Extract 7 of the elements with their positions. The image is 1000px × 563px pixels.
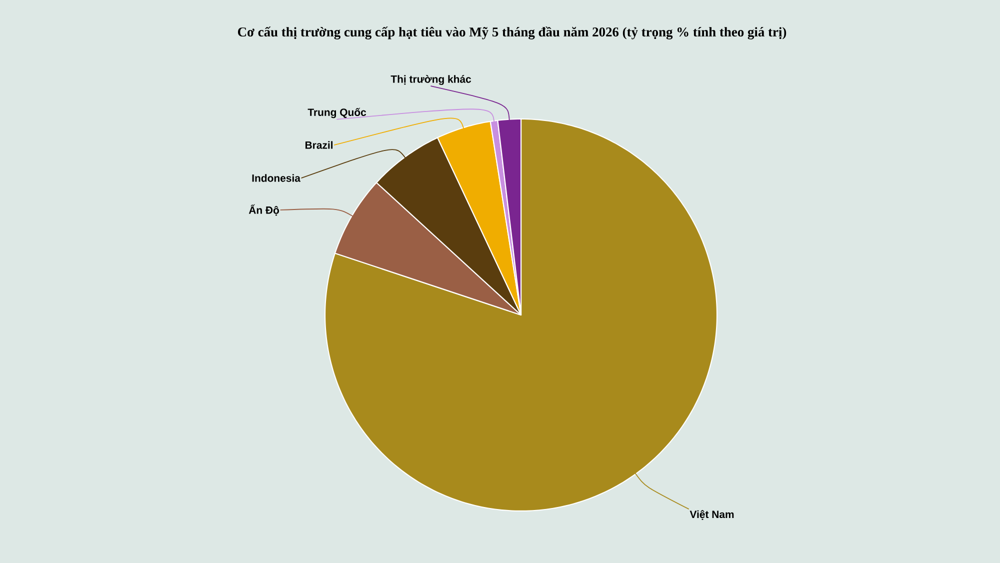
slice-label: Brazil [305,141,333,149]
slice-label: Indonesia [252,174,300,182]
slice-label: Việt Nam [690,510,734,520]
slice-label: Thị trường khác [390,75,472,85]
chart-title: Cơ cấu thị trường cung cấp hạt tiêu vào Mỹ 5 tháng đầu năm 2026 (tỷ trọng % tính theo giá trị) [238,26,786,40]
slice-label: Trung Quốc [308,108,366,118]
slice-label: Ấn Độ [248,204,279,216]
